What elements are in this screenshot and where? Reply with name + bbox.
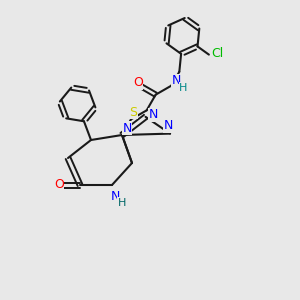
Text: Cl: Cl (211, 47, 223, 60)
Text: N: N (110, 190, 120, 203)
Text: H: H (118, 198, 126, 208)
Text: H: H (179, 83, 188, 93)
Text: O: O (133, 76, 143, 89)
Text: N: N (149, 108, 158, 121)
Text: N: N (172, 74, 181, 87)
Text: O: O (54, 178, 64, 191)
Text: N: N (122, 122, 132, 134)
Text: S: S (129, 106, 137, 119)
Text: N: N (164, 119, 173, 132)
